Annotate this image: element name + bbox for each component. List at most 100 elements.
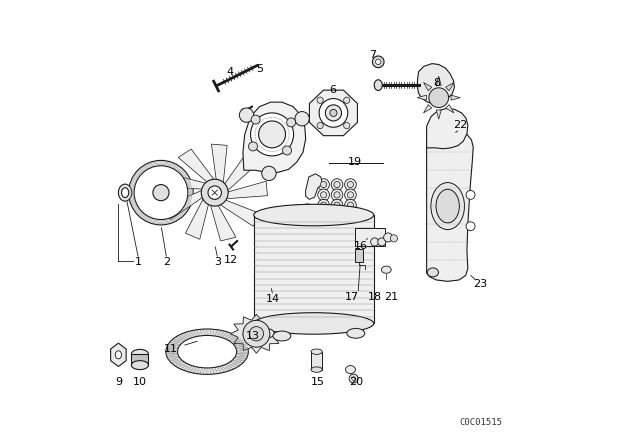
Circle shape — [317, 179, 330, 190]
Circle shape — [321, 192, 327, 198]
Text: 5: 5 — [256, 65, 263, 74]
Ellipse shape — [304, 204, 311, 208]
Ellipse shape — [253, 204, 374, 226]
Circle shape — [390, 235, 397, 242]
Circle shape — [259, 121, 285, 148]
Circle shape — [153, 185, 169, 201]
Circle shape — [251, 115, 260, 124]
Circle shape — [208, 186, 221, 199]
Text: 17: 17 — [345, 292, 359, 302]
Polygon shape — [424, 82, 432, 91]
Circle shape — [330, 109, 337, 116]
Polygon shape — [210, 203, 236, 241]
Circle shape — [332, 179, 343, 190]
Circle shape — [249, 327, 264, 341]
Ellipse shape — [177, 336, 237, 368]
Circle shape — [466, 222, 475, 231]
Ellipse shape — [308, 211, 316, 215]
Ellipse shape — [304, 217, 311, 222]
Polygon shape — [436, 110, 441, 119]
Circle shape — [332, 199, 343, 211]
Circle shape — [282, 146, 291, 155]
Text: 19: 19 — [348, 157, 362, 167]
Circle shape — [251, 113, 294, 156]
Circle shape — [376, 59, 381, 65]
Text: 7: 7 — [369, 50, 376, 60]
Circle shape — [317, 189, 330, 201]
Circle shape — [321, 181, 327, 188]
Circle shape — [239, 108, 253, 122]
Text: 1: 1 — [135, 257, 142, 267]
Text: 18: 18 — [367, 292, 381, 302]
Polygon shape — [243, 102, 306, 172]
Polygon shape — [186, 198, 209, 239]
Circle shape — [262, 166, 276, 181]
Polygon shape — [427, 108, 468, 149]
Circle shape — [317, 199, 330, 211]
Circle shape — [348, 202, 354, 208]
Polygon shape — [162, 173, 207, 189]
Ellipse shape — [428, 268, 438, 277]
Ellipse shape — [374, 80, 382, 90]
Circle shape — [202, 179, 228, 206]
Ellipse shape — [131, 349, 148, 358]
Text: 16: 16 — [354, 241, 368, 250]
Polygon shape — [230, 314, 282, 353]
Text: 3: 3 — [214, 257, 221, 267]
Circle shape — [344, 199, 356, 211]
Circle shape — [295, 112, 309, 126]
Ellipse shape — [346, 366, 355, 374]
Text: C0C01515: C0C01515 — [459, 418, 502, 426]
Circle shape — [334, 192, 340, 198]
Circle shape — [321, 202, 327, 208]
Text: 6: 6 — [329, 85, 336, 95]
Ellipse shape — [115, 351, 122, 359]
Circle shape — [334, 202, 340, 208]
Circle shape — [348, 192, 354, 198]
Polygon shape — [445, 104, 454, 113]
Ellipse shape — [122, 188, 129, 198]
Text: 13: 13 — [246, 331, 260, 341]
Text: 4: 4 — [227, 67, 234, 77]
Text: 9: 9 — [116, 377, 123, 387]
Polygon shape — [179, 149, 215, 183]
Bar — [311, 352, 323, 370]
Polygon shape — [424, 104, 432, 113]
Polygon shape — [427, 132, 473, 281]
Circle shape — [332, 189, 343, 201]
Ellipse shape — [166, 329, 248, 375]
Circle shape — [349, 374, 358, 383]
Polygon shape — [309, 90, 358, 136]
Polygon shape — [211, 144, 227, 184]
Ellipse shape — [347, 328, 365, 338]
Polygon shape — [225, 181, 268, 199]
Text: 15: 15 — [311, 377, 324, 387]
Text: 22: 22 — [452, 121, 467, 130]
Circle shape — [325, 105, 342, 121]
Ellipse shape — [118, 184, 132, 201]
Circle shape — [429, 88, 449, 108]
Ellipse shape — [273, 331, 291, 341]
Polygon shape — [451, 95, 460, 100]
Ellipse shape — [381, 266, 391, 273]
Text: 14: 14 — [266, 294, 280, 304]
Text: 10: 10 — [133, 377, 147, 387]
Bar — [355, 228, 385, 246]
Text: 21: 21 — [384, 292, 398, 302]
Ellipse shape — [311, 367, 323, 372]
Circle shape — [248, 142, 257, 151]
Circle shape — [317, 97, 323, 103]
Polygon shape — [417, 95, 426, 100]
Polygon shape — [218, 200, 262, 226]
Circle shape — [287, 118, 296, 127]
Circle shape — [344, 122, 350, 129]
Circle shape — [352, 377, 355, 380]
Polygon shape — [131, 354, 148, 365]
Text: 12: 12 — [224, 255, 238, 265]
Circle shape — [344, 179, 356, 190]
Bar — [355, 249, 363, 262]
Circle shape — [378, 238, 386, 246]
Polygon shape — [306, 174, 323, 199]
Polygon shape — [417, 64, 454, 104]
Circle shape — [466, 190, 475, 199]
